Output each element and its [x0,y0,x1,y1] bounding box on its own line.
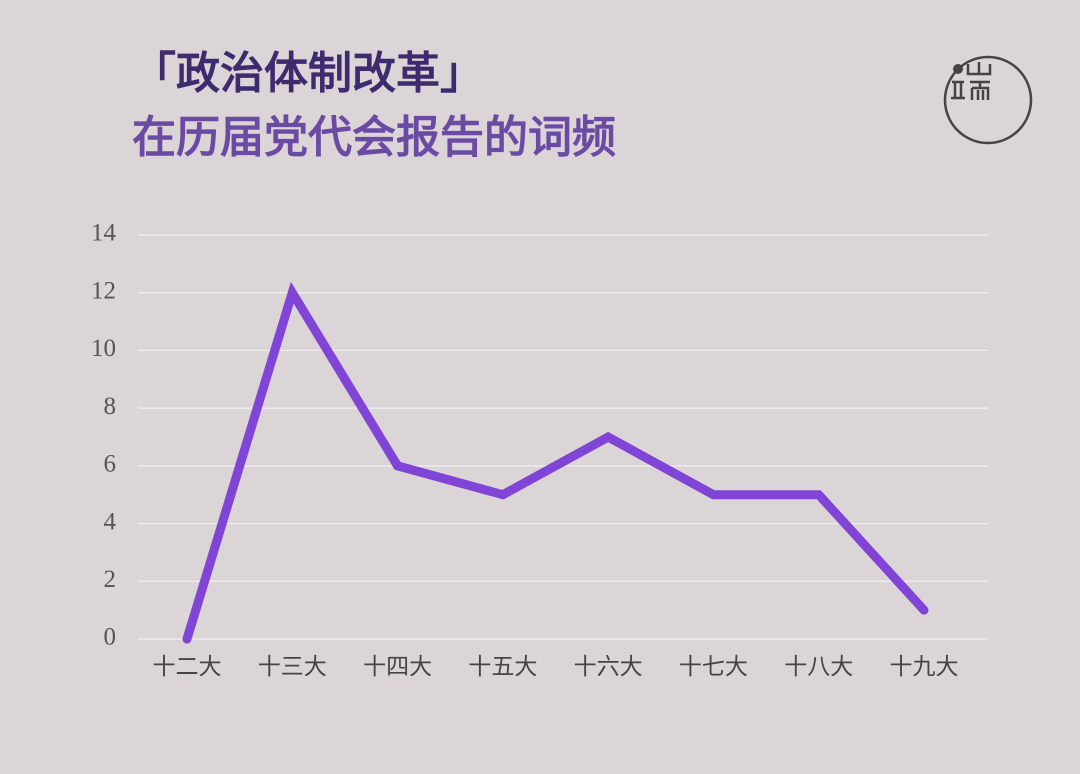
y-tick-label: 8 [104,393,117,420]
data-line [182,281,929,644]
chart-subtitle: 在历届党代会报告的词频 [132,112,616,163]
y-tick-label: 2 [104,566,117,593]
x-tick-label: 十二大 [153,654,222,680]
x-tick-label: 十九大 [890,654,959,680]
chart-title: 「政治体制改革」 [132,48,484,99]
y-tick-label: 12 [91,277,116,304]
x-tick-label: 十三大 [258,654,327,680]
y-tick-label: 10 [91,335,116,362]
y-tick-label: 4 [104,508,117,535]
y-tick-label: 14 [91,220,117,247]
x-tick-label: 十五大 [468,654,537,680]
y-tick-label: 0 [104,624,117,651]
logo [943,55,1033,145]
y-tick-label: 6 [104,451,117,478]
x-tick-label: 十八大 [784,654,853,680]
x-tick-label: 十七大 [679,654,748,680]
x-tick-label: 十四大 [363,654,432,680]
x-tick-label: 十六大 [574,654,643,680]
